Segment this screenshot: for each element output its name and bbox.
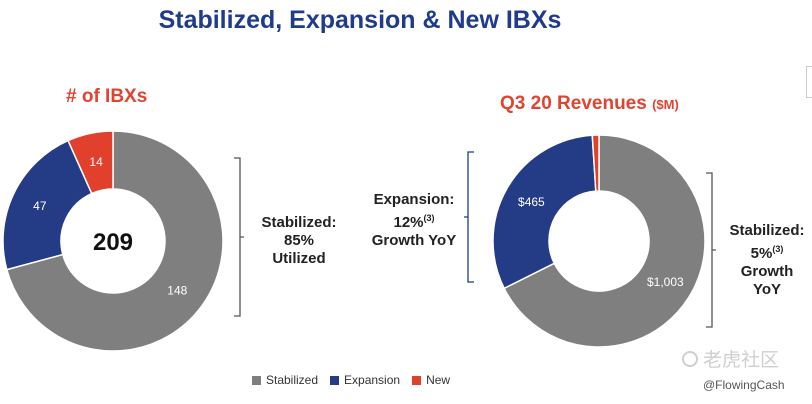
slice-stabilized [503,134,706,348]
note-right-footnote: (3) [772,244,784,254]
note-right-line3: Growth [740,263,794,280]
stabilized-growth-note: Stabilized: 5%(3) Growth YoY [724,222,810,299]
ibx-count-title: # of IBXs [66,86,148,107]
legend-label-expansion: Expansion [344,373,401,387]
legend-swatch-new [412,375,422,385]
watermark: 老虎社区 [682,345,779,372]
slice-label-stabilized: $1,003 [647,275,684,289]
slice-label-expansion: 47 [33,199,47,213]
author-handle: @FlowingCash [703,378,785,392]
stabilized-utilization-note: Stabilized: 85% Utilized [254,214,344,268]
note-mid-value: 12% [393,214,424,231]
legend-item-stabilized: Stabilized [252,373,318,387]
slice-stabilized [5,130,224,352]
note-left-line1: Stabilized: [261,214,337,231]
note-mid-footnote: (3) [423,213,435,223]
legend-item-expansion: Expansion [330,373,400,387]
legend: Stabilized Expansion New [252,373,450,387]
legend-swatch-stabilized [252,375,261,385]
note-mid-line3: Growth YoY [371,232,457,249]
slice-label-new: 14 [89,155,103,169]
slice-expansion [2,139,93,271]
donut-center-total: 209 [93,229,133,256]
note-left-line3: Utilized [272,250,326,267]
expansion-growth-note: Expansion: 12%(3) Growth YoY [364,191,464,250]
legend-label-stabilized: Stabilized [266,373,319,387]
revenue-unit: ($M) [652,97,679,112]
legend-item-new: New [412,373,450,387]
slice-new [67,130,114,195]
note-right-line4: YoY [752,281,782,298]
note-right-value: 5% [750,245,773,262]
chart-title: Stabilized, Expansion & New IBXs [158,6,562,34]
note-mid-line2: 12%(3) [364,209,464,232]
bracket-right [706,172,716,328]
tiger-icon [682,350,698,367]
note-right-line1: Stabilized: [729,222,805,239]
slice-label-expansion: $465 [518,195,545,209]
bracket-middle [464,151,474,283]
note-right-line2: 5%(3) [724,240,810,263]
ibx-count-donut: 148 47 14 209 [2,130,224,352]
legend-label-new: New [426,373,451,387]
watermark-text: 老虎社区 [703,350,780,371]
slice-label-stabilized: 148 [167,283,187,297]
slice-expansion [492,134,597,290]
note-left-line2: 85% [283,232,315,249]
revenue-title: Q3 20 Revenues ($M) [500,93,679,115]
edge-box [806,66,812,98]
bracket-left [234,157,244,317]
revenue-donut: $1,003 $465 [492,134,706,348]
note-mid-line1: Expansion: [373,191,455,208]
legend-swatch-expansion [330,375,340,385]
slice-new [591,134,600,192]
revenue-title-text: Q3 20 Revenues [500,93,647,114]
